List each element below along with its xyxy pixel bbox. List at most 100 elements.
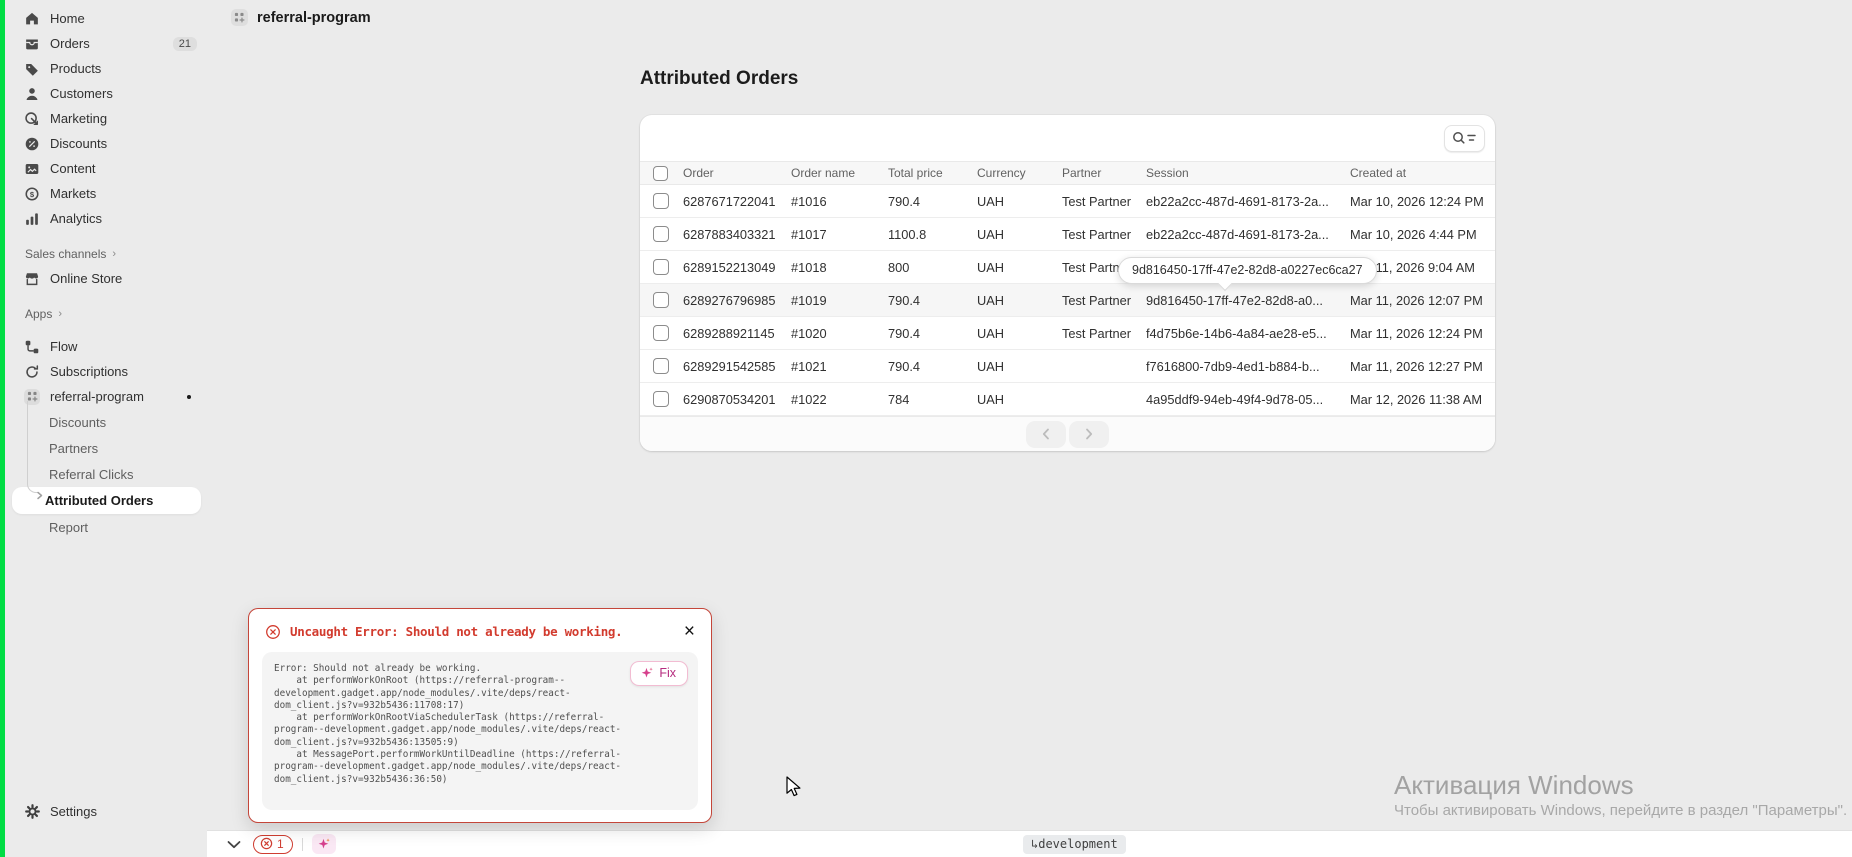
- fix-button[interactable]: Fix: [630, 661, 688, 686]
- sidebar-item-referral-program[interactable]: referral-program: [5, 384, 207, 409]
- markets-icon: $: [23, 185, 41, 203]
- sidebar-item-label: Flow: [50, 339, 78, 354]
- cell-checkbox: [640, 184, 683, 219]
- cell-price: 1100.8: [888, 217, 977, 252]
- cell-order: 6287883403321: [683, 217, 791, 252]
- chevron-right-icon: [1086, 428, 1093, 440]
- cell-name: #1016: [791, 184, 888, 219]
- cell-price: 790.4: [888, 316, 977, 351]
- column-header-session: Session: [1146, 161, 1350, 186]
- cell-name: #1021: [791, 349, 888, 384]
- cell-partner: Test Partner: [1062, 217, 1146, 252]
- assistant-button[interactable]: [311, 834, 336, 854]
- row-checkbox[interactable]: [653, 226, 669, 243]
- cell-price: 790.4: [888, 283, 977, 318]
- sidebar-item-discounts[interactable]: Discounts: [5, 131, 207, 156]
- sidebar-item-subscriptions[interactable]: Subscriptions: [5, 359, 207, 384]
- sidebar-item-customers[interactable]: Customers: [5, 81, 207, 106]
- table-row[interactable]: 6289291542585 #1021 790.4 UAH f7616800-7db9-…: [640, 349, 1495, 384]
- sidebar-item-label: Discounts: [50, 136, 108, 151]
- sidebar-item-content[interactable]: Content: [5, 156, 207, 181]
- cell-order: 6289288921145: [683, 316, 791, 351]
- cell-session: eb22a2cc-487d-4691-8173-2a...: [1146, 217, 1350, 252]
- sidebar-subitem-label: Referral Clicks: [49, 466, 134, 482]
- app-grid-icon: [23, 388, 41, 406]
- apps-section-header[interactable]: Apps ›: [5, 302, 207, 326]
- sidebar-item-orders[interactable]: Orders 21: [5, 31, 207, 56]
- error-dialog-body: Error: Should not already be working. at…: [262, 652, 698, 810]
- chevron-down-icon[interactable]: [227, 840, 241, 849]
- search-and-filter-button[interactable]: [1444, 124, 1485, 152]
- cell-name: #1020: [791, 316, 888, 351]
- next-page-button[interactable]: [1069, 420, 1109, 448]
- cell-currency: UAH: [977, 217, 1062, 252]
- select-all-checkbox[interactable]: [653, 165, 668, 181]
- previous-page-button[interactable]: [1026, 420, 1066, 448]
- sidebar-subitem-attributed-orders[interactable]: Attributed Orders: [12, 487, 201, 514]
- sidebar-item-analytics[interactable]: Analytics: [5, 206, 207, 231]
- orders-count-badge: 21: [172, 36, 197, 51]
- row-checkbox[interactable]: [653, 292, 669, 309]
- screen-edge-strip: [0, 0, 5, 857]
- sidebar-item-markets[interactable]: $ Markets: [5, 181, 207, 206]
- subscriptions-icon: [23, 363, 41, 381]
- svg-text:$: $: [30, 189, 35, 198]
- row-checkbox[interactable]: [653, 259, 669, 276]
- store-icon: [23, 270, 41, 288]
- close-icon[interactable]: ×: [683, 621, 695, 642]
- cell-partner: Test Partner: [1062, 283, 1146, 318]
- sidebar-item-label: referral-program: [50, 389, 144, 404]
- cell-created: Mar 10, 2026 12:24 PM: [1350, 184, 1495, 219]
- row-checkbox[interactable]: [653, 193, 669, 210]
- watermark-subtitle: Чтобы активировать Windows, перейдите в …: [1394, 802, 1848, 819]
- cell-name: #1022: [791, 382, 888, 417]
- app-grid-icon: [231, 9, 248, 26]
- column-header-currency: Currency: [977, 161, 1062, 186]
- content-icon: [23, 160, 41, 178]
- table-row[interactable]: 6289276796985 #1019 790.4 UAH Test Partner 9d…: [640, 283, 1495, 318]
- sidebar-subitem-report[interactable]: Report: [5, 514, 207, 540]
- sidebar-item-flow[interactable]: Flow: [5, 334, 207, 359]
- environment-badge[interactable]: ↳development: [1023, 835, 1126, 854]
- cell-checkbox: [640, 316, 683, 351]
- error-count-button[interactable]: 1: [253, 834, 293, 854]
- sidebar-subitem-partners[interactable]: Partners: [5, 435, 207, 461]
- circle-x-icon: [266, 624, 280, 639]
- cell-currency: UAH: [977, 184, 1062, 219]
- cell-created: Mar 12, 2026 11:38 AM: [1350, 382, 1495, 417]
- table-toolbar: [640, 115, 1495, 161]
- column-header-order-name: Order name: [791, 161, 888, 186]
- sidebar-subitem-referral-clicks[interactable]: Referral Clicks: [5, 461, 207, 487]
- sales-channels-section-header[interactable]: Sales channels ›: [5, 242, 207, 266]
- analytics-icon: [23, 210, 41, 228]
- cell-name: #1019: [791, 283, 888, 318]
- sidebar-subitem-discounts[interactable]: Discounts: [5, 409, 207, 435]
- sidebar-item-settings[interactable]: Settings: [5, 799, 207, 824]
- session-tooltip-text: 9d816450-17ff-47e2-82d8-a0227ec6ca27: [1132, 263, 1363, 277]
- cell-currency: UAH: [977, 382, 1062, 417]
- cell-partner: [1062, 382, 1146, 417]
- cell-checkbox: [640, 349, 683, 384]
- sidebar-item-label: Online Store: [50, 271, 123, 286]
- row-checkbox[interactable]: [653, 325, 669, 342]
- sidebar-item-marketing[interactable]: Marketing: [5, 106, 207, 131]
- chevron-right-icon: ›: [58, 308, 63, 320]
- column-header-order: Order: [683, 161, 791, 186]
- table-row[interactable]: 6287671722041 #1016 790.4 UAH Test Partner eb…: [640, 184, 1495, 219]
- app-header: referral-program: [231, 9, 371, 26]
- table-row[interactable]: 6287883403321 #1017 1100.8 UAH Test Partner e…: [640, 217, 1495, 252]
- table-row[interactable]: 6289288921145 #1020 790.4 UAH Test Partner f4…: [640, 316, 1495, 351]
- error-dialog-title: Uncaught Error: Should not already be wo…: [290, 624, 623, 639]
- error-stack-trace: Error: Should not already be working. at…: [274, 663, 622, 785]
- sidebar-item-online-store[interactable]: Online Store: [5, 266, 207, 291]
- row-checkbox[interactable]: [653, 358, 669, 375]
- cell-order: 6289152213049: [683, 250, 791, 285]
- cell-order: 6290870534201: [683, 382, 791, 417]
- chevron-right-icon: ›: [112, 248, 117, 260]
- row-checkbox[interactable]: [653, 391, 669, 408]
- table-row[interactable]: 6290870534201 #1022 784 UAH 4a95ddf9-94eb-49…: [640, 382, 1495, 417]
- sidebar-item-products[interactable]: Products: [5, 56, 207, 81]
- cell-currency: UAH: [977, 283, 1062, 318]
- sidebar-item-home[interactable]: Home: [5, 6, 207, 31]
- cell-checkbox: [640, 283, 683, 318]
